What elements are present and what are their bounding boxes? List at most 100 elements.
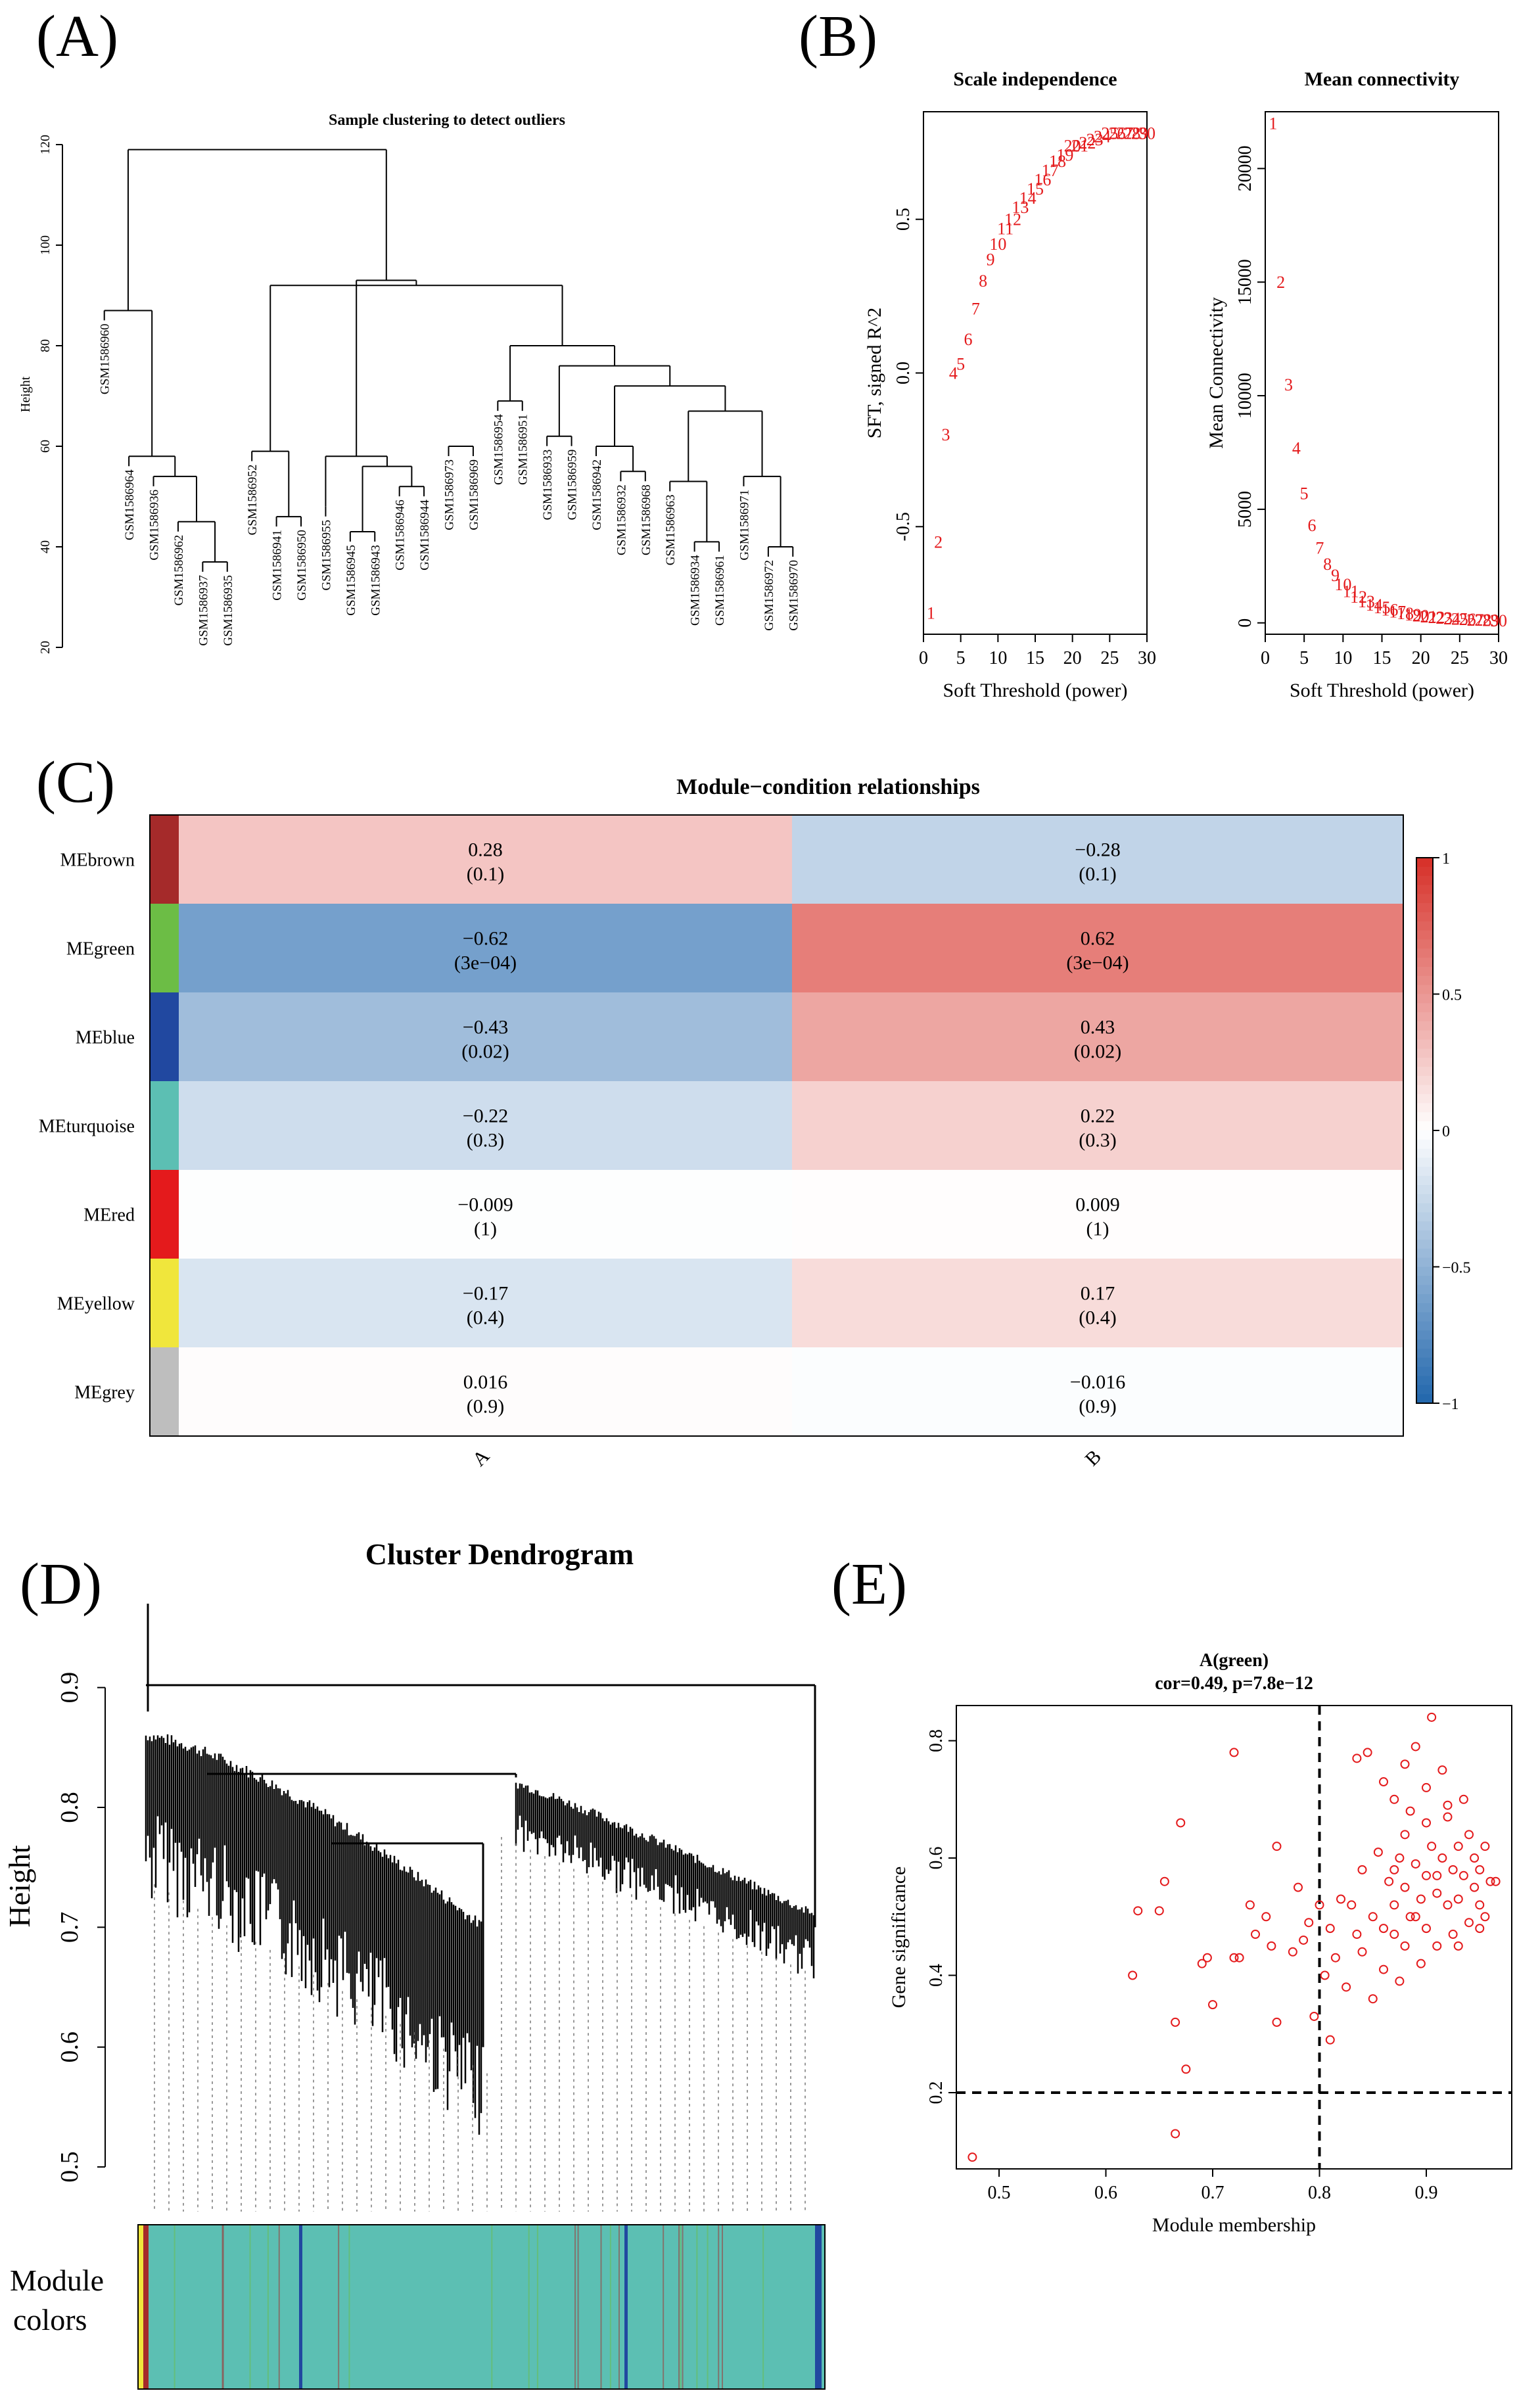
chart-c-cell-pvalue: (0.1) bbox=[1079, 864, 1116, 885]
chart-e-point bbox=[1368, 1994, 1378, 2004]
chart-c-cell-pvalue: (0.02) bbox=[461, 1041, 509, 1063]
chart-c-cell-pvalue: (0.3) bbox=[467, 1130, 504, 1151]
chart-e-point bbox=[1288, 1947, 1297, 1957]
chart-B1-point-label: 7 bbox=[971, 299, 980, 318]
chart-e-point bbox=[1427, 1712, 1437, 1722]
chart-e-point bbox=[1405, 1912, 1415, 1922]
chart-B1-x-tick-label: 5 bbox=[956, 648, 966, 668]
chart-c-legend-band bbox=[1416, 1012, 1433, 1022]
chart-d-color-band bbox=[143, 2225, 149, 2389]
chart-B1-point-label: 14 bbox=[1019, 189, 1037, 208]
chart-a-leaf-label: GSM1586952 bbox=[246, 465, 260, 536]
chart-c-row-label: MEturquoise bbox=[39, 1117, 135, 1137]
chart-B1-point-label: 27 bbox=[1116, 124, 1133, 143]
chart-e-point bbox=[1347, 1900, 1357, 1910]
chart-e-point bbox=[1389, 1930, 1399, 1940]
chart-c-row-label: MEbrown bbox=[60, 850, 135, 871]
chart-c-cell-value: −0.17 bbox=[463, 1283, 508, 1305]
chart-e-point bbox=[1309, 2011, 1319, 2021]
chart-c-cell bbox=[792, 904, 1403, 992]
chart-e-scatter: A(green)cor=0.49, p=7.8e−12 0.5 0.6 0.7 0.8 0… bbox=[888, 1650, 1512, 2236]
chart-e-point bbox=[1330, 1953, 1340, 1963]
chart-e-point bbox=[1304, 1918, 1314, 1928]
chart-B2-point-label: 16 bbox=[1381, 601, 1398, 620]
chart-e-point bbox=[1325, 1924, 1335, 1934]
chart-e-point bbox=[1352, 1930, 1362, 1940]
chart-e-point bbox=[1245, 1900, 1255, 1910]
chart-a-y-label: Height bbox=[18, 376, 33, 412]
chart-e-point bbox=[1181, 2064, 1191, 2074]
chart-B2-point-label: 29 bbox=[1482, 611, 1499, 630]
chart-B1-x-label: Soft Threshold (power) bbox=[943, 680, 1127, 701]
chart-c-legend-band bbox=[1416, 1139, 1433, 1150]
chart-d-color-band bbox=[718, 2225, 720, 2389]
chart-c-legend-band bbox=[1416, 1121, 1433, 1131]
chart-c-module-swatch bbox=[150, 815, 179, 904]
chart-c-title: Module−condition relationships bbox=[676, 775, 980, 799]
chart-e-point bbox=[1357, 1865, 1367, 1874]
chart-e-point bbox=[1453, 1842, 1463, 1851]
chart-c-legend-band bbox=[1416, 1294, 1433, 1304]
chart-d-color-band bbox=[721, 2225, 723, 2389]
chart-d-color-band bbox=[618, 2225, 620, 2389]
chart-e-point bbox=[1389, 1794, 1399, 1804]
chart-a-leaf-label: GSM1586936 bbox=[148, 490, 162, 561]
chart-d-color-band bbox=[267, 2225, 269, 2389]
chart-B1-y-tick-label: 0.5 bbox=[893, 208, 914, 231]
chart-c-legend-band bbox=[1416, 866, 1433, 877]
chart-B2-point-label: 6 bbox=[1308, 516, 1317, 535]
chart-e-point bbox=[1448, 1865, 1458, 1874]
chart-c-row-label: MEyellow bbox=[57, 1294, 135, 1314]
chart-d-color-band bbox=[609, 2225, 611, 2389]
chart-c-legend-band bbox=[1416, 1094, 1433, 1104]
chart-a-leaf-label: GSM1586962 bbox=[172, 535, 186, 606]
chart-e-point bbox=[1208, 2000, 1217, 2010]
chart-e-point bbox=[1320, 1970, 1330, 1980]
chart-a-leaf-label: GSM1586954 bbox=[492, 414, 505, 485]
chart-c-cell-value: −0.62 bbox=[463, 928, 508, 950]
chart-c-legend-band bbox=[1416, 1203, 1433, 1213]
chart-c-legend-band bbox=[1416, 1303, 1433, 1313]
chart-e-point bbox=[1154, 1906, 1164, 1916]
chart-c-legend-band bbox=[1416, 994, 1433, 1004]
chart-e-point bbox=[1251, 1930, 1260, 1940]
chart-e-point bbox=[1197, 1959, 1207, 1968]
chart-e-point bbox=[1368, 1912, 1378, 1922]
chart-c-legend-band bbox=[1416, 1230, 1433, 1240]
chart-c-cell-value: 0.016 bbox=[463, 1372, 508, 1393]
chart-e-point bbox=[1400, 1882, 1410, 1892]
chart-c-legend-band bbox=[1416, 1103, 1433, 1113]
chart-e-title: A(green) bbox=[1200, 1650, 1269, 1671]
chart-c-cell-pvalue: (1) bbox=[474, 1219, 497, 1240]
chart-a-y-tick-label: 100 bbox=[38, 235, 53, 255]
chart-c-legend-band bbox=[1416, 1157, 1433, 1168]
chart-e-point bbox=[1159, 1876, 1169, 1886]
chart-a-leaf-label: GSM1586950 bbox=[295, 530, 309, 601]
chart-d-color-band bbox=[624, 2225, 628, 2389]
chart-e-point bbox=[1470, 1882, 1480, 1892]
chart-B2-point-label: 15 bbox=[1374, 598, 1391, 617]
chart-c-legend-band bbox=[1416, 1266, 1433, 1277]
chart-e-point bbox=[1453, 1941, 1463, 1951]
chart-e-y-tick-label: 0.6 bbox=[926, 1847, 946, 1870]
chart-c-legend-band bbox=[1416, 1076, 1433, 1086]
chart-c-cell-value: 0.62 bbox=[1081, 928, 1115, 950]
chart-B2-y-tick-label: 15000 bbox=[1235, 259, 1255, 305]
chart-d-y-tick-label: 0.8 bbox=[56, 1792, 83, 1823]
chart-c-cell bbox=[179, 1170, 792, 1259]
panel-label-e: (E) bbox=[831, 1552, 907, 1617]
chart-e-point bbox=[1491, 1876, 1501, 1886]
chart-e-point bbox=[1443, 1900, 1453, 1910]
chart-e-point bbox=[1405, 1806, 1415, 1816]
chart-B1-x-tick-label: 20 bbox=[1063, 648, 1082, 668]
chart-c-legend-band bbox=[1416, 1394, 1433, 1404]
chart-e-point bbox=[1229, 1953, 1239, 1963]
chart-B2-x-tick-label: 20 bbox=[1412, 648, 1430, 668]
chart-e-x-tick-label: 0.8 bbox=[1308, 2183, 1331, 2203]
chart-e-point bbox=[1299, 1935, 1309, 1945]
chart-c-legend-band bbox=[1416, 958, 1433, 967]
chart-c-legend-band bbox=[1416, 1057, 1433, 1068]
chart-c-legend-band bbox=[1416, 975, 1433, 986]
chart-a-leaf-label: GSM1586970 bbox=[787, 560, 801, 631]
